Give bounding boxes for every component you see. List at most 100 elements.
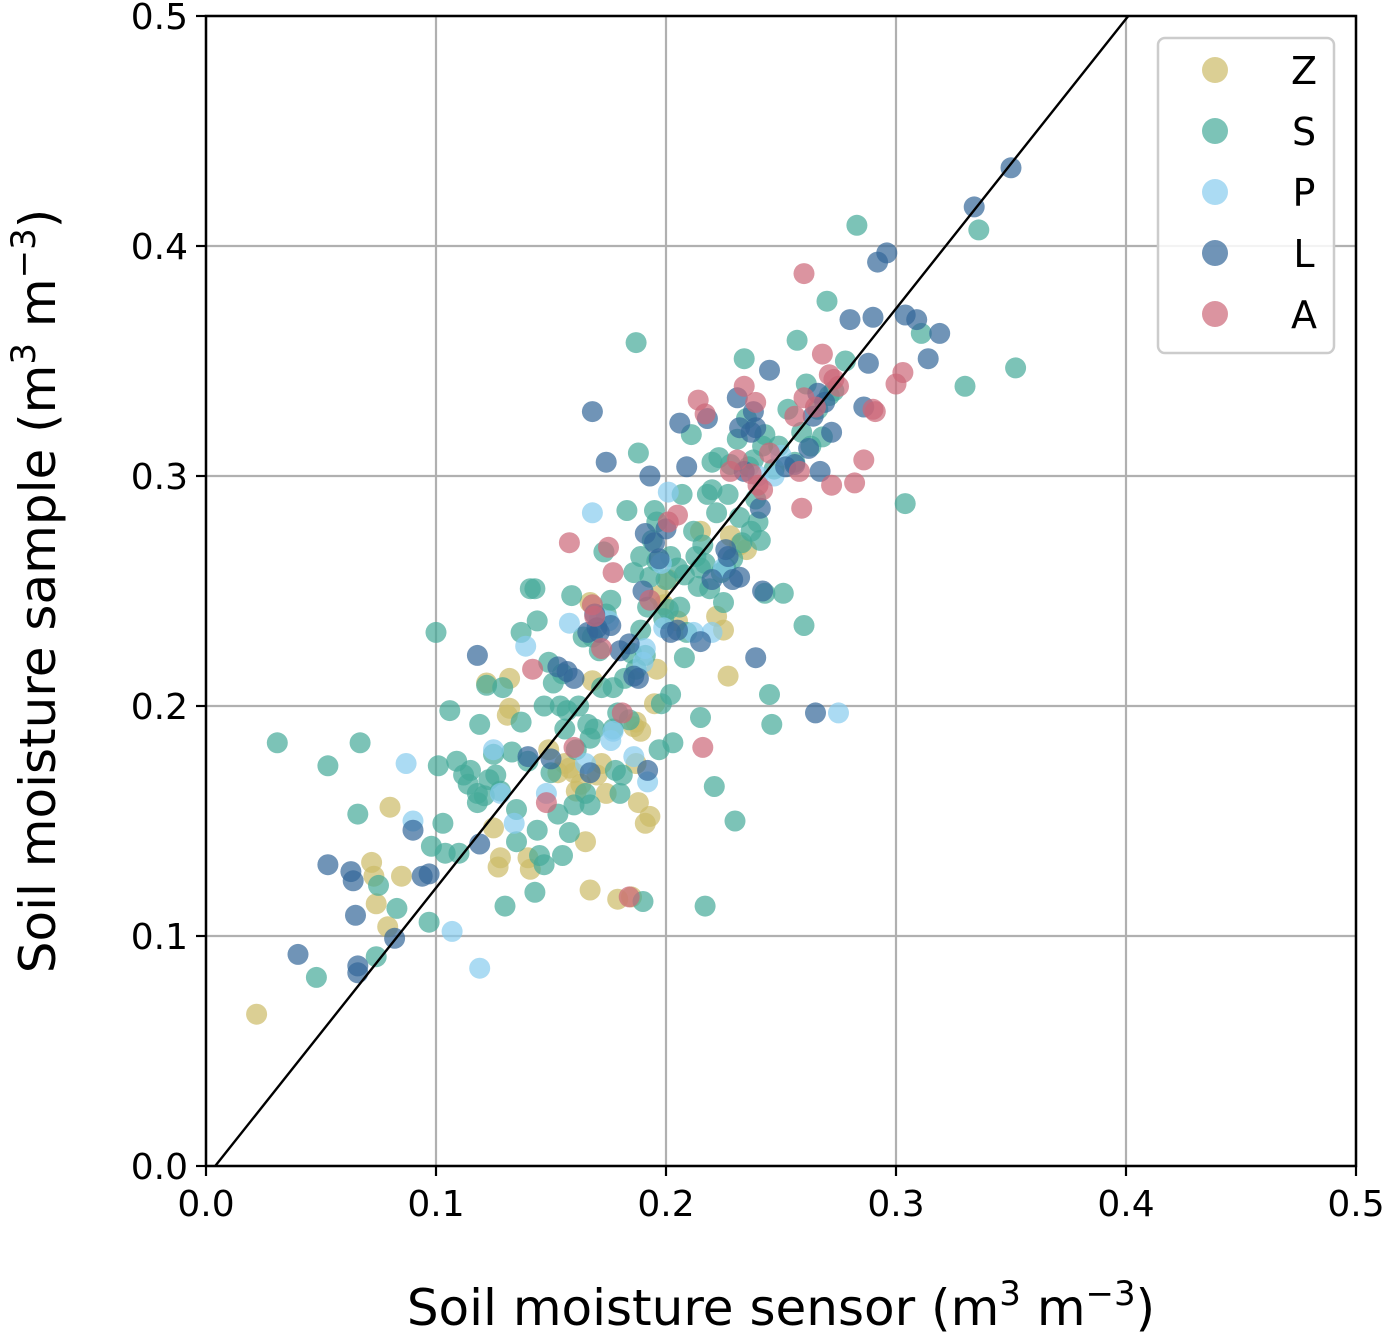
data-point: [694, 895, 716, 917]
data-point: [317, 854, 339, 876]
data-point: [563, 736, 585, 758]
data-point: [584, 718, 606, 740]
data-point: [821, 421, 843, 443]
data-point: [648, 548, 670, 570]
data-point: [342, 870, 364, 892]
data-point: [894, 493, 916, 515]
data-point: [816, 290, 838, 312]
data-point: [657, 481, 679, 503]
data-point: [510, 711, 532, 733]
data-point: [552, 845, 573, 866]
data-point: [602, 720, 624, 742]
data-point: [345, 904, 366, 926]
data-point: [828, 375, 849, 397]
data-point: [466, 644, 488, 666]
data-point: [793, 263, 815, 285]
data-point: [418, 911, 440, 933]
data-point: [749, 497, 771, 519]
legend-label: S: [1292, 110, 1316, 154]
data-point: [524, 578, 546, 600]
data-point: [862, 306, 884, 328]
data-point: [644, 532, 665, 554]
data-point: [561, 585, 583, 607]
data-point: [540, 748, 562, 770]
legend-label: L: [1293, 232, 1314, 276]
data-point: [503, 812, 525, 834]
y-tick-label: 0.0: [131, 1147, 188, 1188]
data-point: [581, 401, 603, 423]
data-point: [717, 546, 739, 567]
data-point: [581, 502, 603, 524]
data-point: [637, 759, 659, 781]
data-point: [432, 812, 454, 834]
legend-marker: [1202, 240, 1228, 266]
data-point: [864, 401, 886, 423]
data-point: [660, 684, 682, 705]
data-point: [929, 322, 951, 344]
data-point: [627, 667, 649, 689]
data-point: [609, 782, 631, 804]
plot-frame: [204, 14, 1358, 1168]
legend-label: P: [1293, 171, 1316, 215]
x-tick-label: 0.2: [637, 1184, 694, 1225]
data-point: [584, 605, 606, 627]
data-point: [558, 612, 580, 634]
data-point: [460, 759, 481, 781]
x-axis-label: Soil moisture sensor (m3 m−3): [407, 1274, 1155, 1336]
data-point: [853, 449, 875, 471]
data-point: [821, 474, 843, 496]
data-point: [595, 451, 617, 473]
data-point: [591, 638, 613, 659]
data-point: [844, 472, 866, 494]
data-point: [402, 819, 424, 841]
x-tick-label: 0.4: [1097, 1184, 1154, 1225]
data-point: [623, 562, 645, 584]
data-point: [1005, 357, 1027, 379]
data-point: [717, 665, 739, 687]
data-point: [317, 755, 339, 777]
data-point: [602, 562, 624, 584]
data-point: [347, 803, 369, 825]
data-point: [798, 437, 820, 459]
data-point: [669, 596, 691, 618]
x-tick-label: 0.3: [867, 1184, 924, 1225]
data-point: [418, 863, 440, 885]
data-point: [522, 658, 544, 680]
data-point: [365, 946, 387, 968]
data-point: [805, 702, 826, 724]
legend-marker: [1202, 118, 1228, 144]
data-point: [724, 810, 746, 832]
data-point: [839, 309, 861, 331]
data-point: [692, 534, 714, 556]
data-point: [563, 667, 585, 689]
data-point: [515, 635, 537, 657]
data-point: [676, 456, 698, 478]
data-point: [625, 332, 647, 354]
data-point: [745, 391, 767, 413]
data-point: [483, 817, 504, 839]
data-point: [579, 879, 601, 901]
legend-label: Z: [1291, 49, 1317, 93]
data-point: [667, 619, 688, 641]
data-point: [857, 352, 879, 374]
data-point: [618, 886, 640, 908]
data-point: [395, 753, 417, 774]
legend-frame: [1156, 36, 1336, 355]
data-point: [611, 764, 633, 786]
data-point: [752, 580, 774, 602]
data-point: [575, 831, 596, 853]
data-point: [526, 610, 548, 632]
data-point: [740, 520, 762, 542]
data-point: [1000, 157, 1022, 179]
data-point: [579, 762, 601, 784]
data-point: [246, 1003, 268, 1025]
data-point: [786, 329, 808, 351]
data-point: [701, 569, 723, 590]
data-point: [558, 532, 580, 554]
data-point: [759, 684, 780, 705]
data-point: [667, 504, 688, 526]
data-point: [483, 739, 504, 761]
data-point: [425, 621, 447, 643]
